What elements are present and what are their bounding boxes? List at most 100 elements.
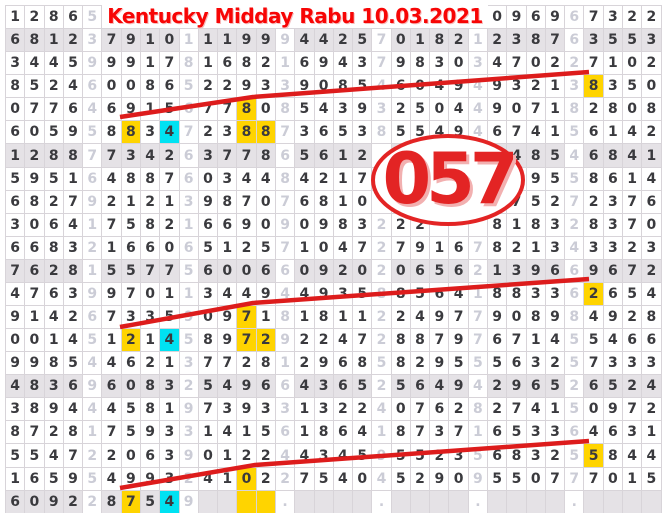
grid-cell: 5	[565, 329, 585, 353]
grid-cell: 6	[198, 213, 219, 237]
grid-cell: 2	[218, 75, 238, 99]
grid-cell: 4	[372, 398, 392, 422]
grid-cell: 5	[391, 467, 411, 491]
grid-cell: 2	[372, 375, 392, 399]
grid-cell: 3	[333, 98, 354, 122]
grid-cell	[488, 490, 508, 513]
grid-cell: 2	[102, 190, 122, 214]
grid-cell	[449, 213, 469, 237]
grid-cell: 4	[623, 121, 643, 145]
grid-cell: 6	[25, 259, 45, 283]
grid-cell: 5	[545, 144, 566, 168]
grid-cell: 4	[237, 167, 257, 191]
grid-cell: 7	[507, 398, 527, 422]
grid-cell: 6	[63, 98, 84, 122]
grid-cell: 1	[218, 467, 238, 491]
grid-cell: 2	[140, 190, 161, 214]
grid-cell: 8	[102, 121, 122, 145]
grid-cell: 9	[44, 490, 64, 513]
grid-cell: 3	[6, 398, 26, 422]
grid-cell: 6	[488, 121, 508, 145]
grid-cell: 5	[410, 444, 431, 468]
grid-cell: 9	[25, 167, 45, 191]
grid-cell: 5	[121, 259, 141, 283]
grid-cell	[623, 490, 643, 513]
grid-cell: 0	[198, 306, 219, 330]
grid-cell: 5	[179, 259, 199, 283]
grid-cell: 1	[160, 190, 180, 214]
grid-cell: 1	[545, 75, 566, 99]
grid-cell: 6	[6, 190, 26, 214]
grid-cell: 8	[391, 282, 411, 307]
grid-cell: 6	[449, 236, 469, 260]
grid-cell: 4	[333, 467, 354, 491]
grid-cell: 8	[488, 236, 508, 260]
grid-cell: 3	[372, 98, 392, 122]
grid-cell: 2	[488, 398, 508, 422]
grid-cell: 3	[179, 421, 199, 445]
grid-cell: 1	[121, 190, 141, 214]
grid-cell: 5	[44, 121, 64, 145]
grid-cell: 1	[198, 421, 219, 445]
grid-cell: 2	[333, 259, 354, 283]
grid-cell: 5	[488, 467, 508, 491]
grid-cell: 6	[642, 190, 662, 214]
grid-cell: 1	[333, 167, 354, 191]
grid-cell	[430, 167, 450, 191]
grid-cell: 3	[275, 75, 296, 99]
grid-cell: 6	[430, 282, 450, 307]
grid-cell: 1	[160, 398, 180, 422]
grid-cell: 3	[314, 398, 334, 422]
grid-cell: 8	[179, 52, 199, 76]
grid-cell: 9	[603, 306, 623, 330]
grid-cell: 2	[44, 190, 64, 214]
grid-cell: 3	[507, 29, 527, 53]
grid-cell: 5	[295, 144, 315, 168]
grid-cell: 3	[218, 121, 238, 145]
grid-cell: 3	[256, 75, 276, 99]
grid-cell: 7	[410, 398, 431, 422]
grid-cell: 6	[140, 236, 161, 260]
grid-cell: 3	[526, 282, 546, 307]
grid-cell: 9	[449, 75, 469, 99]
grid-cell: 4	[83, 398, 103, 422]
grid-cell: 1	[488, 259, 508, 283]
grid-cell: 8	[391, 329, 411, 353]
grid-cell: 4	[565, 236, 585, 260]
grid-cell: 0	[25, 329, 45, 353]
grid-cell: 1	[526, 329, 546, 353]
grid-cell: 7	[507, 121, 527, 145]
grid-cell: 0	[353, 467, 373, 491]
grid-cell: 8	[102, 490, 122, 513]
grid-cell: 0	[526, 467, 546, 491]
grid-cell: 2	[526, 75, 546, 99]
grid-cell	[333, 490, 354, 513]
highlighted-cell-yellow: 7	[237, 306, 257, 330]
grid-cell: 4	[449, 98, 469, 122]
grid-cell: 6	[6, 236, 26, 260]
grid-cell	[372, 167, 392, 191]
grid-cell: 6	[121, 352, 141, 376]
grid-cell: 6	[333, 375, 354, 399]
grid-cell: 6	[565, 6, 585, 30]
grid-cell: 9	[314, 213, 334, 237]
grid-cell: 6	[526, 6, 546, 30]
grid-cell: 1	[372, 421, 392, 445]
grid-cell: 5	[565, 121, 585, 145]
grid-cell: 7	[102, 213, 122, 237]
grid-cell: 3	[603, 213, 623, 237]
grid-cell: 7	[25, 98, 45, 122]
grid-cell: 7	[160, 259, 180, 283]
grid-cell: 5	[140, 490, 161, 513]
grid-cell: 3	[584, 29, 604, 53]
grid-cell: 6	[488, 421, 508, 445]
grid-cell: 9	[179, 398, 199, 422]
grid-cell: 2	[198, 121, 219, 145]
grid-cell: 5	[526, 190, 546, 214]
grid-cell: 2	[44, 421, 64, 445]
grid-cell: 6	[160, 75, 180, 99]
grid-cell: 7	[449, 421, 469, 445]
grid-cell: 9	[449, 121, 469, 145]
grid-cell: 1	[83, 421, 103, 445]
grid-cell: 2	[353, 398, 373, 422]
